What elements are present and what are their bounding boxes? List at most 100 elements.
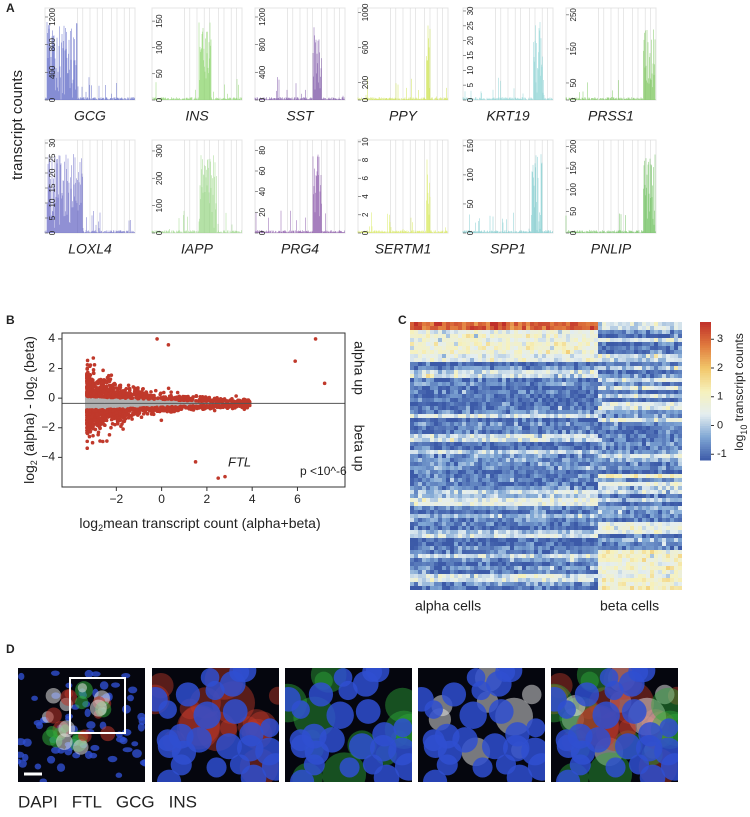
heatmap-cell (514, 374, 518, 378)
heatmap-cell (438, 390, 442, 394)
heatmap-cell (570, 410, 574, 414)
heatmap-cell (598, 338, 602, 342)
heatmap-cell (438, 426, 442, 430)
gene-point-significant (85, 380, 89, 385)
heatmap-cell (650, 370, 654, 374)
heatmap-cell (610, 330, 614, 334)
heatmap-cell (554, 426, 558, 430)
subscript: 2 (29, 460, 39, 465)
heatmap-cell (506, 370, 510, 374)
expression-bars (462, 22, 553, 100)
heatmap-cell (446, 414, 450, 418)
y-tick-label: 5 (48, 215, 57, 220)
heatmap-cell (562, 398, 566, 402)
heatmap-cell (662, 406, 666, 410)
heatmap-cell (586, 442, 590, 446)
heatmap-cell (642, 414, 646, 418)
heatmap-cell (474, 394, 478, 398)
heatmap-cell (490, 390, 494, 394)
heatmap-cell (494, 330, 498, 334)
heatmap-cell (662, 330, 666, 334)
heatmap-cell (502, 362, 506, 366)
heatmap-cell (586, 374, 590, 378)
heatmap-cell (558, 406, 562, 410)
heatmap-cell (646, 434, 650, 438)
gene-point-significant (149, 390, 153, 394)
heatmap-cell (614, 330, 618, 334)
heatmap-cell (658, 402, 662, 406)
heatmap-cell (674, 434, 678, 438)
gene-point-significant (191, 395, 195, 399)
heatmap-cell (570, 394, 574, 398)
heatmap-cell (618, 322, 622, 326)
heatmap-cell (566, 394, 570, 398)
heatmap-cell (450, 370, 454, 374)
heatmap-cell (426, 330, 430, 334)
heatmap-cell (642, 366, 646, 370)
heatmap-cell (454, 374, 458, 378)
heatmap-cell (630, 378, 634, 382)
heatmap-cell (630, 322, 634, 326)
heatmap-cell (554, 414, 558, 418)
heatmap-cell (590, 418, 594, 422)
heatmap-cell (610, 354, 614, 358)
heatmap-cell (554, 322, 558, 326)
heatmap-cell (466, 350, 470, 354)
heatmap-cell (638, 330, 642, 334)
gene-point-significant (130, 396, 135, 400)
heatmap-cell (582, 330, 586, 334)
heatmap-cell (426, 410, 430, 414)
heatmap-cell (638, 414, 642, 418)
heatmap-cell (670, 430, 674, 434)
heatmap-cell (554, 338, 558, 342)
y-tick-label: 20 (258, 207, 267, 216)
heatmap-cell (586, 354, 590, 358)
heatmap-cell (534, 406, 538, 410)
heatmap-cell (474, 362, 478, 366)
heatmap-cell (494, 370, 498, 374)
heatmap-cell (638, 438, 642, 442)
heatmap-cell (478, 338, 482, 342)
heatmap-cell (558, 358, 562, 362)
heatmap-cell (650, 326, 654, 330)
heatmap-cell (558, 422, 562, 426)
heatmap-cell (574, 402, 578, 406)
heatmap-cell (550, 438, 554, 442)
heatmap-cell (442, 430, 446, 434)
heatmap-cell (562, 326, 566, 330)
heatmap-cell (530, 402, 534, 406)
heatmap-cell (554, 358, 558, 362)
heatmap-cell (550, 414, 554, 418)
heatmap-cell (462, 366, 466, 370)
heatmap-cell (530, 362, 534, 366)
heatmap-cell (546, 378, 550, 382)
heatmap-cell (510, 406, 514, 410)
heatmap-cell (442, 350, 446, 354)
heatmap-cell (670, 390, 674, 394)
heatmap-cell (626, 426, 630, 430)
heatmap-cell (482, 362, 486, 366)
heatmap-cell (506, 410, 510, 414)
heatmap-cell (562, 422, 566, 426)
heatmap-cell (650, 434, 654, 438)
heatmap-cell (438, 378, 442, 382)
heatmap-cell (614, 394, 618, 398)
heatmap-cell (678, 422, 682, 426)
heatmap-cell (494, 366, 498, 370)
heatmap-cell (526, 394, 530, 398)
heatmap-cell (482, 346, 486, 350)
heatmap-cell (574, 358, 578, 362)
heatmap-cell (482, 390, 486, 394)
heatmap-cell (606, 434, 610, 438)
heatmap-cell (414, 370, 418, 374)
heatmap-cell (478, 326, 482, 330)
heatmap-cell (426, 394, 430, 398)
heatmap-cell (542, 378, 546, 382)
heatmap-cell (466, 394, 470, 398)
heatmap-cell (554, 342, 558, 346)
heatmap-cell (650, 346, 654, 350)
heatmap-cell (590, 422, 594, 426)
heatmap-cell (474, 386, 478, 390)
heatmap-cell (438, 382, 442, 386)
heatmap-cell (506, 326, 510, 330)
